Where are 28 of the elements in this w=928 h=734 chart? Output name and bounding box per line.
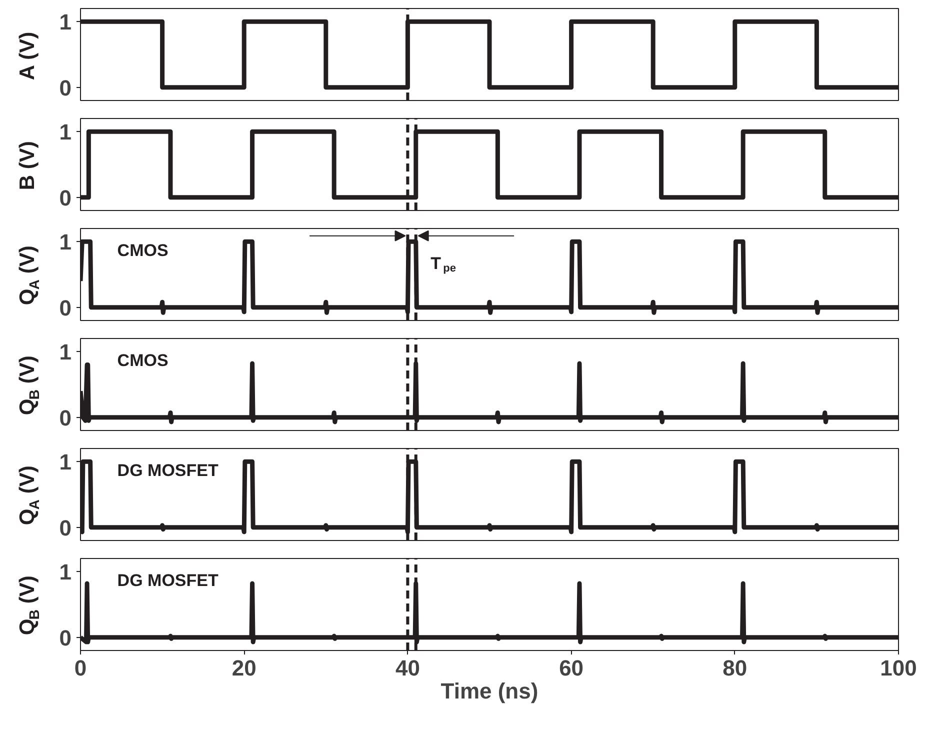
y-tick-label: 1 xyxy=(59,560,72,585)
annotation: CMOS xyxy=(117,241,168,260)
y-axis-title: QB (V) xyxy=(16,576,42,636)
annotation: DG MOSFET xyxy=(117,571,219,590)
y-axis-title: QA (V) xyxy=(16,246,42,306)
x-tick-label: 20 xyxy=(232,656,256,680)
y-tick-label: 1 xyxy=(59,230,72,255)
y-tick-label: 0 xyxy=(59,515,72,540)
y-tick-label: 1 xyxy=(59,120,72,145)
y-tick-label: 1 xyxy=(59,450,72,475)
y-tick-label: 0 xyxy=(59,405,72,430)
y-tick-label: 0 xyxy=(59,185,72,210)
y-tick-label: 0 xyxy=(59,625,72,650)
x-tick-label: 80 xyxy=(722,656,748,680)
y-axis-title: QB (V) xyxy=(16,356,42,416)
y-tick-label: 0 xyxy=(59,75,72,100)
x-axis-title: Time (ns) xyxy=(440,678,538,704)
x-tick-label: 100 xyxy=(880,656,917,680)
x-tick-label: 60 xyxy=(559,656,584,680)
y-tick-label: 0 xyxy=(59,295,72,320)
annotation: DG MOSFET xyxy=(117,461,219,480)
y-tick-label: 1 xyxy=(59,10,72,35)
y-axis-title: QA (V) xyxy=(16,466,42,526)
y-tick-label: 1 xyxy=(59,340,72,365)
y-axis-title: B (V) xyxy=(16,141,40,190)
annotation: CMOS xyxy=(117,351,168,370)
y-axis-title: A (V) xyxy=(16,32,40,80)
x-tick-label: 40 xyxy=(395,656,420,680)
